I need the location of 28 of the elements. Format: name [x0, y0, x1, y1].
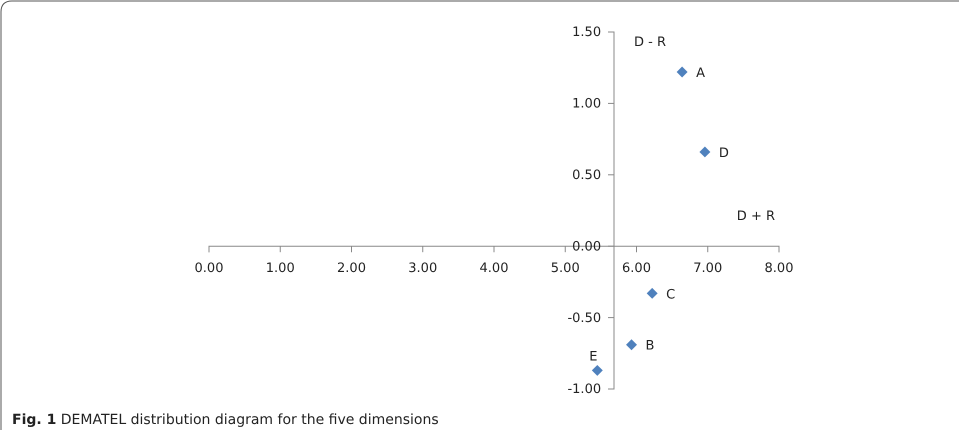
- x-tick-label: 6.00: [622, 261, 651, 276]
- x-tick-label: 8.00: [764, 261, 794, 276]
- y-tick-label: -0.50: [567, 310, 602, 326]
- annotation: C: [666, 287, 676, 302]
- y-tick-label: 1.50: [572, 25, 602, 40]
- x-tick-label: 3.00: [408, 261, 438, 276]
- y-axis-title: D - R: [634, 35, 666, 50]
- y-tick-label: 0.50: [572, 168, 602, 183]
- x-tick-label: 4.00: [480, 261, 508, 276]
- point: [699, 146, 710, 158]
- y-tick-label: 0.00: [572, 239, 602, 254]
- x-tick-label: 7.00: [693, 261, 722, 276]
- x-tick-label: 0.00: [194, 261, 224, 276]
- y-tick-label: -1.00: [567, 382, 602, 398]
- y-tick-label: 1.00: [572, 96, 602, 112]
- annotation: A: [696, 66, 706, 81]
- x-tick-label: 5.00: [550, 261, 580, 276]
- annotation: D: [718, 146, 729, 161]
- annotation: E: [589, 349, 598, 364]
- x-tick-label: 2.00: [337, 261, 366, 276]
- point: [676, 66, 688, 78]
- x-axis-title: D + R: [736, 209, 775, 224]
- point: [646, 288, 658, 299]
- annotation: B: [646, 338, 654, 354]
- x-tick-label: 1.00: [266, 261, 295, 276]
- point: [626, 339, 637, 350]
- caption: Fig. 1 DEMATEL distribution diagram for the five dimensions: [12, 412, 439, 428]
- point: [592, 364, 603, 376]
